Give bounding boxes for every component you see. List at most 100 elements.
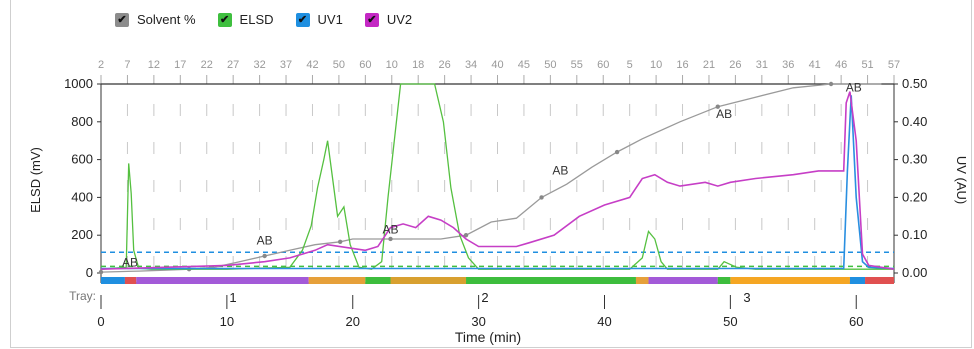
y-tick-label: 800 (71, 114, 93, 129)
top-axis-tick-label: 45 (518, 59, 530, 71)
tray-label: Tray: (69, 289, 96, 303)
legend-item-elsd[interactable]: ✔ ELSD (217, 12, 274, 27)
series-line-uv2 (100, 91, 895, 270)
tray-number: 1 (229, 290, 236, 305)
solvent-point (715, 104, 720, 109)
annotation-label: AB (552, 164, 568, 178)
x-tick-label: 40 (597, 314, 611, 329)
annotation-label: AB (383, 222, 399, 236)
tray-segment (390, 277, 467, 284)
tray-segment (308, 277, 366, 284)
top-axis-tick-label: 37 (280, 59, 292, 71)
tray-segment (635, 277, 649, 284)
x-axis-label: Time (min) (455, 329, 521, 345)
top-axis-tick-label: 10 (386, 59, 398, 71)
top-axis-tick-label: 31 (756, 59, 768, 71)
legend-item-uv2[interactable]: ✔ UV2 (364, 12, 413, 27)
top-axis-tick-label: 22 (201, 59, 213, 71)
top-axis-tick-label: 21 (703, 59, 715, 71)
top-axis-tick-label: 10 (650, 59, 662, 71)
annotation-label: AB (846, 81, 862, 95)
top-axis-tick-label: 42 (306, 59, 318, 71)
top-axis-tick-label: 26 (729, 59, 741, 71)
solvent-point (539, 195, 544, 200)
tray-segment (101, 277, 125, 284)
top-axis-tick-label: 57 (888, 59, 900, 71)
top-axis-tick-label: 16 (676, 59, 688, 71)
tray-segment (648, 277, 718, 284)
annotation-label: AB (257, 234, 273, 248)
tray-segment (466, 277, 636, 284)
top-axis-tick-label: 7 (124, 59, 130, 71)
top-axis-tick-label: 26 (439, 59, 451, 71)
y2-tick-label: 0.20 (902, 189, 927, 204)
top-axis-tick-label: 41 (809, 59, 821, 71)
y-tick-label: 0 (86, 265, 93, 280)
y2-tick-label: 0.30 (902, 152, 927, 167)
x-tick-label: 60 (849, 314, 863, 329)
checkbox-icon[interactable]: ✔ (115, 12, 129, 27)
legend-item-solvent[interactable]: ✔ Solvent % (115, 12, 196, 27)
x-tick-label: 30 (471, 314, 485, 329)
checkbox-icon[interactable]: ✔ (295, 12, 310, 27)
tray-segment (865, 277, 894, 284)
top-axis-tick-label: 17 (174, 59, 186, 71)
series-line-uv1 (101, 95, 895, 270)
top-axis-tick-label: 2 (98, 59, 104, 71)
tray-segment (124, 277, 137, 284)
x-tick-label: 10 (220, 314, 234, 329)
top-axis-tick-label: 32 (253, 59, 265, 71)
top-axis-tick-label: 55 (571, 59, 583, 71)
series-line-solvent- (100, 83, 882, 273)
y2-tick-label: 0.40 (902, 114, 927, 129)
top-axis-tick-label: 36 (782, 59, 794, 71)
solvent-point (828, 81, 834, 87)
legend-label: UV1 (317, 12, 343, 27)
checkbox-icon[interactable]: ✔ (217, 12, 232, 27)
y2-tick-label: 0.00 (902, 265, 927, 280)
y-tick-label: 600 (71, 152, 93, 167)
tray-segment (136, 277, 309, 284)
x-tick-label: 50 (723, 314, 737, 329)
tray-number: 2 (481, 290, 488, 305)
legend-label: UV2 (386, 12, 413, 27)
legend: ✔ Solvent % ✔ ELSD ✔ UV1 ✔ UV2 (115, 12, 412, 27)
x-tick-label: 0 (97, 314, 104, 329)
tray-segment (717, 277, 731, 284)
legend-label: Solvent % (137, 12, 196, 27)
solvent-point (463, 233, 469, 238)
top-axis-tick-label: 12 (148, 59, 160, 71)
tray-number: 3 (743, 290, 750, 305)
solvent-point (337, 239, 343, 245)
y2-tick-label: 0.10 (902, 227, 927, 242)
x-tick-label: 20 (346, 314, 360, 329)
chart-panel: ✔ Solvent % ✔ ELSD ✔ UV1 ✔ UV2 (10, 0, 972, 348)
tray-segment (365, 277, 391, 284)
legend-item-uv1[interactable]: ✔ UV1 (295, 12, 343, 27)
tray-segment (730, 277, 850, 284)
top-axis-tick-label: 60 (597, 59, 609, 71)
solvent-point (262, 253, 267, 259)
solvent-point (98, 269, 104, 275)
y-axis-label: ELSD (mV) (28, 147, 43, 213)
solvent-point (388, 236, 393, 242)
annotation-label: AB (716, 107, 732, 121)
top-axis-tick-label: 40 (491, 59, 503, 71)
top-axis-tick-label: 18 (412, 59, 424, 71)
annotation-label: AB (122, 255, 138, 269)
top-axis-tick-label: 50 (333, 59, 345, 71)
top-axis-tick-label: 50 (544, 59, 556, 71)
checkbox-icon[interactable]: ✔ (364, 12, 379, 27)
y2-tick-label: 0.50 (902, 76, 927, 91)
y-tick-label: 1000 (64, 76, 93, 91)
legend-label: ELSD (239, 12, 274, 27)
top-axis-tick-label: 51 (861, 59, 873, 71)
top-axis-tick-label: 60 (359, 59, 371, 71)
tray-segment (849, 277, 866, 284)
top-axis-tick-label: 5 (627, 59, 633, 71)
y2-axis-label: UV (AU) (954, 156, 969, 204)
solvent-point (614, 149, 620, 155)
top-axis-tick-label: 34 (465, 59, 477, 71)
y-tick-label: 400 (71, 189, 93, 204)
